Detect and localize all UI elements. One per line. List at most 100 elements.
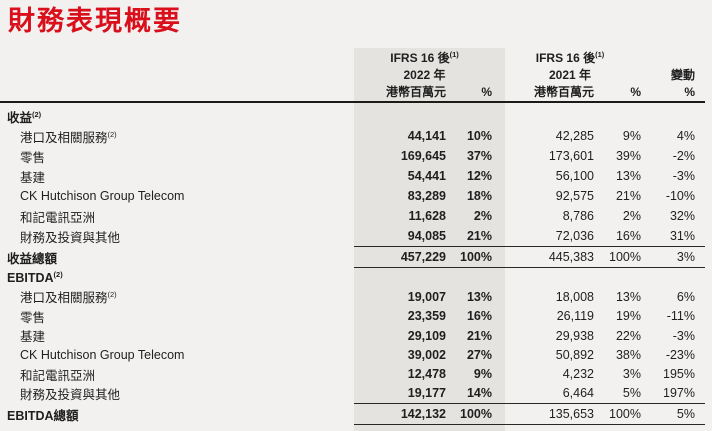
- value-2021: 50,892: [555, 347, 594, 362]
- header-basis-2022: IFRS 16 後(1): [354, 50, 505, 67]
- row-label-note: (2): [107, 129, 117, 139]
- row-label-text: CK Hutchison Group Telecom: [20, 189, 185, 203]
- table-header: IFRS 16 後(1) IFRS 16 後(1) 2022 年 2021 年 …: [0, 48, 705, 103]
- value-2021: 6,464: [562, 386, 594, 401]
- pct-2022: 37%: [466, 149, 492, 163]
- row-values: 142,132 100% 135,653 100% 5%: [354, 403, 705, 426]
- row-label: CK Hutchison Group Telecom: [0, 189, 354, 203]
- table-row: 港口及相關服務(2) 19,007 13% 18,008 13% 6%: [0, 287, 705, 306]
- row-values: 83,289 18% 92,575 21% -10%: [354, 186, 705, 206]
- pct-2021: 5%: [622, 386, 641, 401]
- pct-change: -23%: [665, 347, 695, 362]
- row-values: 54,441 12% 56,100 13% -3%: [354, 166, 705, 186]
- pct-2022: 12%: [466, 169, 492, 183]
- row-label-note: (2): [53, 269, 63, 279]
- row-label: CK Hutchison Group Telecom: [0, 348, 354, 362]
- row-values: [354, 106, 705, 126]
- value-2022: 142,132: [400, 407, 446, 422]
- table-row: 財務及投資與其他 19,177 14% 6,464 5% 197%: [0, 384, 705, 403]
- row-label-text: 基建: [20, 170, 46, 185]
- row-values: 19,007 13% 18,008 13% 6%: [354, 287, 705, 306]
- value-2022: 11,628: [408, 209, 446, 223]
- value-2022: 169,645: [400, 149, 446, 163]
- value-2021: 173,601: [548, 149, 594, 163]
- section-total-row: EBITDA總額 142,132 100% 135,653 100% 5%: [0, 403, 705, 426]
- value-2021: 445,383: [548, 250, 594, 264]
- row-label: EBITDA(2): [0, 269, 354, 285]
- table-row: 零售 23,359 16% 26,119 19% -11%: [0, 307, 705, 326]
- row-values: 44,141 10% 42,285 9% 4%: [354, 126, 705, 146]
- row-label-text: EBITDA: [7, 270, 54, 285]
- row-values: 457,229 100% 445,383 100% 3%: [354, 246, 705, 268]
- row-label-text: 基建: [20, 330, 46, 345]
- value-2022: 39,002: [407, 347, 446, 362]
- value-2021: 8,786: [562, 209, 594, 223]
- row-label-text: 港口及相關服務: [20, 291, 108, 306]
- value-2021: 42,285: [555, 129, 594, 143]
- table-row: 財務及投資與其他 94,085 21% 72,036 16% 31%: [0, 226, 705, 246]
- basis-2021-text: IFRS 16 後: [535, 51, 596, 65]
- pct-2021: 100%: [609, 250, 641, 264]
- value-2022: 44,141: [407, 129, 446, 143]
- pct-change: 195%: [663, 367, 695, 382]
- row-label: 零售: [0, 147, 354, 166]
- table-row: 基建 29,109 21% 29,938 22% -3%: [0, 326, 705, 345]
- row-label: 收益總額: [0, 248, 354, 267]
- basis-2022-note: (1): [449, 50, 459, 59]
- pct-2021: 13%: [615, 169, 641, 183]
- value-2022: 457,229: [400, 250, 446, 264]
- pct-change: -11%: [666, 309, 695, 324]
- pct-2021: 21%: [615, 189, 641, 203]
- row-label-text: 財務及投資與其他: [20, 230, 121, 245]
- section-title-row: 收益(2): [0, 106, 705, 126]
- header-label-spacer: [0, 67, 354, 84]
- page-title: 財務表現概要: [8, 6, 182, 37]
- row-label: 港口及相關服務(2): [0, 287, 354, 306]
- pct-change: 6%: [676, 289, 695, 304]
- pct-change: 4%: [676, 129, 695, 143]
- table-row: CK Hutchison Group Telecom 83,289 18% 92,57…: [0, 186, 705, 206]
- pct-2022: 21%: [466, 229, 492, 243]
- table-row: 和記電訊亞洲 11,628 2% 8,786 2% 32%: [0, 206, 705, 226]
- row-label-text: 港口及相關服務: [20, 130, 108, 145]
- pct-2022: 18%: [466, 189, 492, 203]
- pct-change: 197%: [663, 386, 695, 401]
- pct-2021: 16%: [615, 229, 641, 243]
- row-values: 169,645 37% 173,601 39% -2%: [354, 146, 705, 166]
- row-label: 財務及投資與其他: [0, 384, 354, 403]
- header-row-unit: 港幣百萬元 % 港幣百萬元 % %: [0, 84, 705, 101]
- row-label-text: 零售: [20, 150, 46, 165]
- section-title-row: EBITDA(2): [0, 268, 705, 287]
- value-2021: 4,232: [562, 367, 594, 382]
- value-2022: 23,359: [407, 309, 446, 324]
- value-2022: 83,289: [407, 189, 446, 203]
- pct-2021: 22%: [615, 328, 641, 343]
- row-label-text: 和記電訊亞洲: [20, 210, 96, 225]
- row-values: 39,002 27% 50,892 38% -23%: [354, 345, 705, 364]
- row-label: 財務及投資與其他: [0, 227, 354, 246]
- financial-summary-table: IFRS 16 後(1) IFRS 16 後(1) 2022 年 2021 年 …: [0, 48, 712, 431]
- row-label-text: 收益: [7, 110, 33, 125]
- row-label-text: 零售: [20, 310, 46, 325]
- pct-2022: 27%: [466, 347, 492, 362]
- row-label-text: 收益總額: [7, 251, 58, 266]
- header-label-spacer: [0, 84, 354, 101]
- pct-2022: 100%: [460, 407, 492, 422]
- pct-change: 31%: [669, 229, 695, 243]
- pct-2021: 39%: [615, 149, 641, 163]
- pct-2021: 13%: [615, 289, 641, 304]
- pct-2021: 38%: [615, 347, 641, 362]
- row-label: 基建: [0, 326, 354, 345]
- row-values: 94,085 21% 72,036 16% 31%: [354, 226, 705, 246]
- value-2022: 29,109: [407, 328, 446, 343]
- pct-2021: 9%: [622, 129, 641, 143]
- pct-2022: 9%: [473, 367, 492, 382]
- value-2021: 18,008: [555, 289, 594, 304]
- basis-2022-text: IFRS 16 後: [390, 51, 450, 65]
- row-label-text: 財務及投資與其他: [20, 387, 121, 402]
- header-pct-2022: %: [481, 85, 492, 99]
- row-label-text: EBITDA總額: [7, 408, 79, 423]
- value-2021: 56,100: [555, 169, 594, 183]
- table-section: EBITDA(2) 港口及相關服務(2) 19,007 13% 18,008 13% 6% 零…: [0, 268, 712, 426]
- row-label: 港口及相關服務(2): [0, 127, 354, 146]
